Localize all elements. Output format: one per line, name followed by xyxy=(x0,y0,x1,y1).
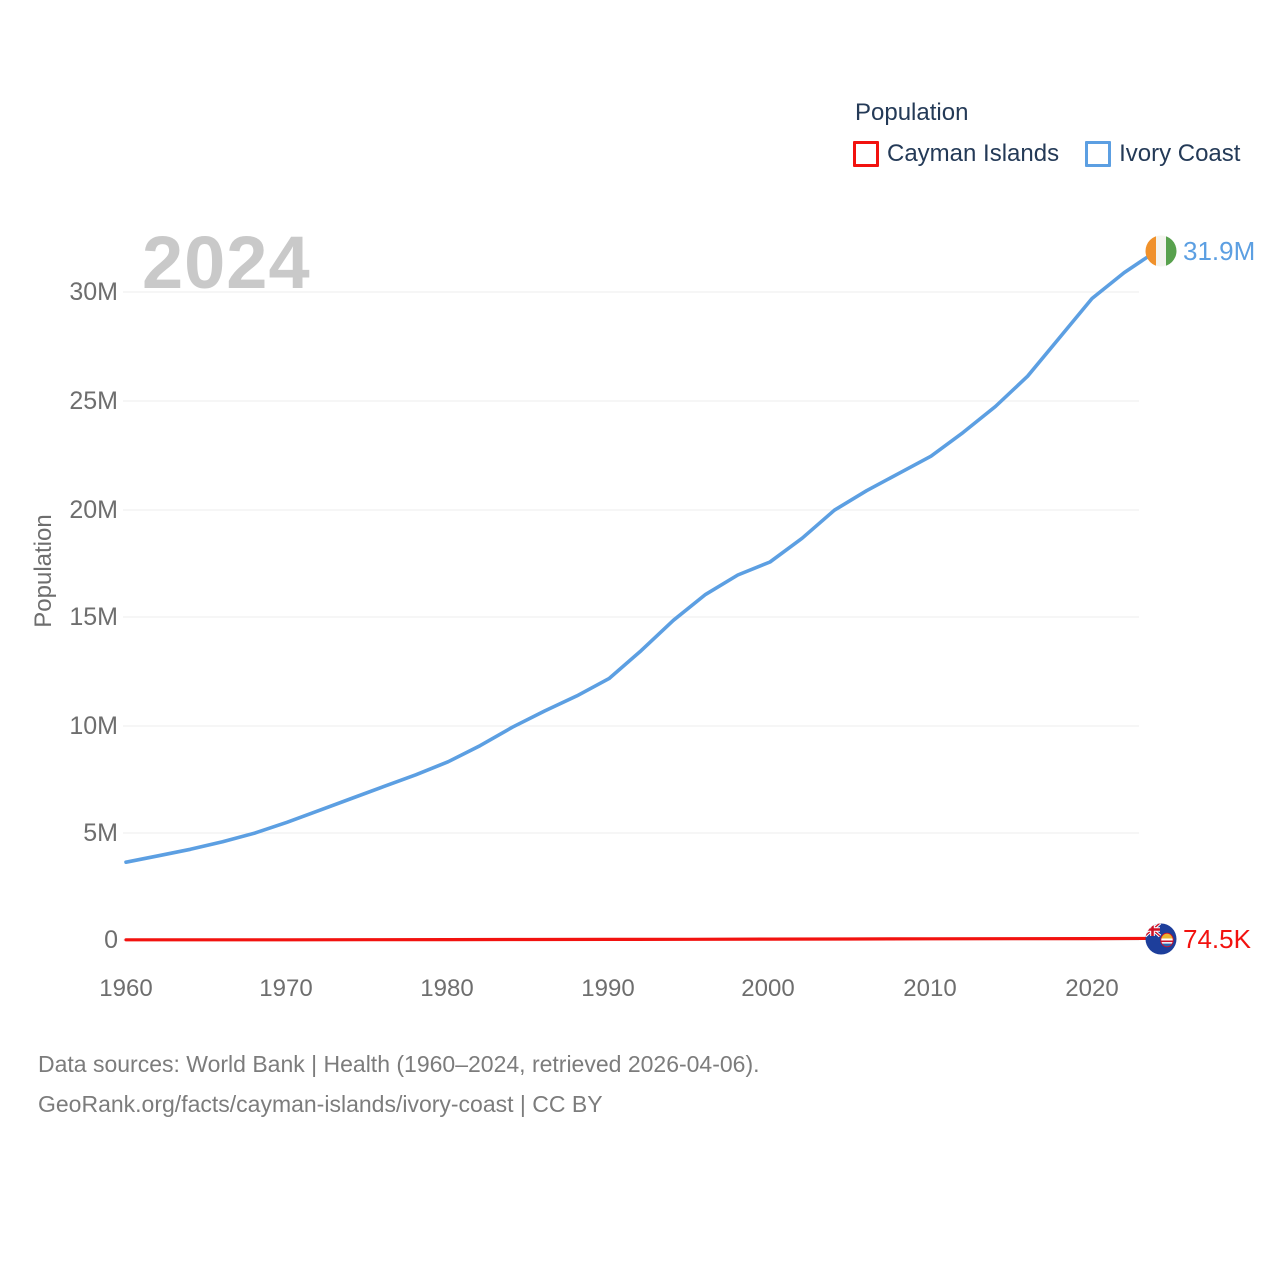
x-tick-2010: 2010 xyxy=(903,975,957,1002)
y-tick-5m: 5M xyxy=(83,819,118,847)
x-tick-1990: 1990 xyxy=(581,975,635,1002)
footer-permalink: GeoRank.org/facts/cayman-islands/ivory-c… xyxy=(38,1091,603,1117)
legend-label-ivory-coast: Ivory Coast xyxy=(1119,140,1241,167)
ivory-coast-flag-icon xyxy=(1145,235,1177,267)
legend-swatch-cayman-islands[interactable] xyxy=(853,141,879,167)
y-tick-30m: 30M xyxy=(69,278,118,306)
series-line-cayman-islands xyxy=(124,936,1159,942)
horizontal-gridlines xyxy=(123,291,1139,941)
x-tick-1980: 1980 xyxy=(420,975,474,1002)
x-tick-1960: 1960 xyxy=(99,975,153,1002)
y-tick-25m: 25M xyxy=(69,387,118,415)
legend-label-cayman-islands: Cayman Islands xyxy=(887,140,1060,167)
x-tick-1970: 1970 xyxy=(259,975,313,1002)
y-tick-15m: 15M xyxy=(69,603,118,631)
cayman-islands-flag-icon xyxy=(1145,923,1177,955)
legend-items: Cayman Islands Ivory Coast xyxy=(853,140,1240,168)
y-tick-10m: 10M xyxy=(69,712,118,740)
end-value-cayman-islands: 74.5K xyxy=(1183,924,1251,954)
legend-title: Population xyxy=(855,99,969,126)
footer-data-sources: Data sources: World Bank | Health (1960–… xyxy=(38,1051,760,1077)
y-tick-20m: 20M xyxy=(69,496,118,524)
footer-attribution: Data sources: World Bank | Health (1960–… xyxy=(38,1044,760,1124)
x-tick-2020: 2020 xyxy=(1065,975,1119,1002)
legend: Population Cayman Islands Ivory Coast xyxy=(853,100,1240,168)
y-tick-0: 0 xyxy=(104,926,118,954)
legend-swatch-ivory-coast[interactable] xyxy=(1085,141,1112,167)
current-year-watermark: 2024 xyxy=(142,221,311,304)
legend-item-ivory-coast[interactable]: Ivory Coast xyxy=(1085,140,1240,168)
end-value-ivory-coast: 31.9M xyxy=(1183,236,1256,266)
x-tick-2000: 2000 xyxy=(741,975,795,1002)
legend-item-cayman-islands[interactable]: Cayman Islands xyxy=(853,140,1059,168)
series-line-ivory-coast xyxy=(124,249,1159,865)
